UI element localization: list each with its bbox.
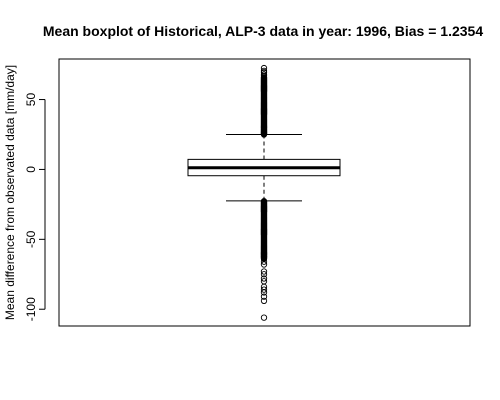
outlier-point bbox=[260, 67, 268, 75]
outlier-point bbox=[260, 297, 268, 304]
outlier-point bbox=[260, 71, 268, 78]
y-axis-label: Mean difference from observated data [mm… bbox=[3, 65, 17, 320]
y-tick-label: 50 bbox=[24, 93, 38, 107]
plot-frame bbox=[58, 58, 471, 327]
outlier-point bbox=[260, 314, 268, 321]
outlier-point bbox=[260, 293, 268, 300]
outlier-point bbox=[260, 271, 268, 278]
outlier-point bbox=[260, 289, 268, 296]
outlier-point bbox=[260, 286, 268, 293]
outlier-point bbox=[260, 64, 268, 72]
y-tick-label: 0 bbox=[24, 166, 38, 173]
outlier-point bbox=[260, 198, 268, 205]
chart-title: Mean boxplot of Historical, ALP-3 data i… bbox=[43, 23, 483, 39]
outlier-layer bbox=[260, 64, 268, 321]
outlier-point bbox=[260, 261, 268, 268]
y-tick-label: -50 bbox=[24, 230, 38, 248]
outlier-point bbox=[260, 275, 268, 282]
outlier-point bbox=[260, 268, 268, 275]
y-ticks: -100 -50 0 50 bbox=[24, 93, 45, 321]
outlier-point bbox=[260, 258, 268, 265]
y-tick-label: -100 bbox=[24, 297, 38, 321]
box-layer bbox=[187, 133, 341, 202]
